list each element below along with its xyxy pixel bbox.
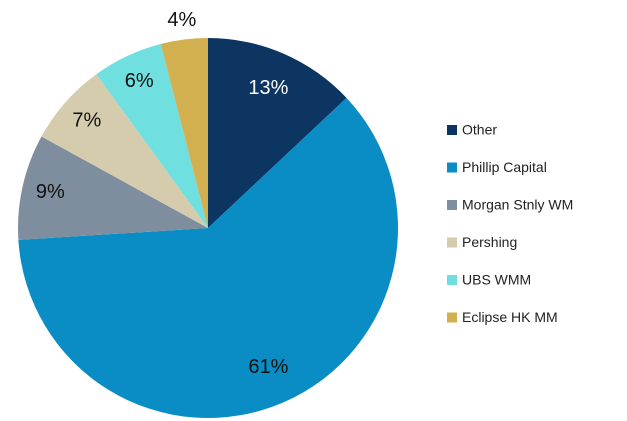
legend-swatch — [447, 275, 457, 285]
legend-swatch — [447, 125, 457, 135]
legend-swatch — [447, 312, 457, 323]
data-label: 13% — [248, 77, 288, 99]
legend-label: Eclipse HK MM — [462, 309, 558, 325]
data-label: 4% — [167, 9, 196, 31]
pie-slice — [160, 38, 208, 228]
legend-label: Other — [462, 122, 497, 138]
data-label: 6% — [125, 70, 154, 92]
data-label: 7% — [72, 109, 101, 131]
pie-slice — [41, 74, 208, 228]
legend-label: Morgan Stnly WM — [462, 197, 573, 213]
data-label: 9% — [36, 181, 65, 203]
legend-label: UBS WMM — [462, 272, 531, 288]
legend-label: Pershing — [462, 234, 517, 250]
legend-swatch — [447, 237, 457, 248]
pie-slice — [208, 38, 347, 228]
data-label: 61% — [248, 356, 288, 378]
pie-slice — [18, 97, 399, 419]
pie-slice — [96, 43, 208, 228]
legend-label: Phillip Capital — [462, 159, 547, 175]
pie-slice — [18, 136, 208, 240]
legend-swatch — [447, 200, 457, 210]
legend-swatch — [447, 162, 457, 173]
